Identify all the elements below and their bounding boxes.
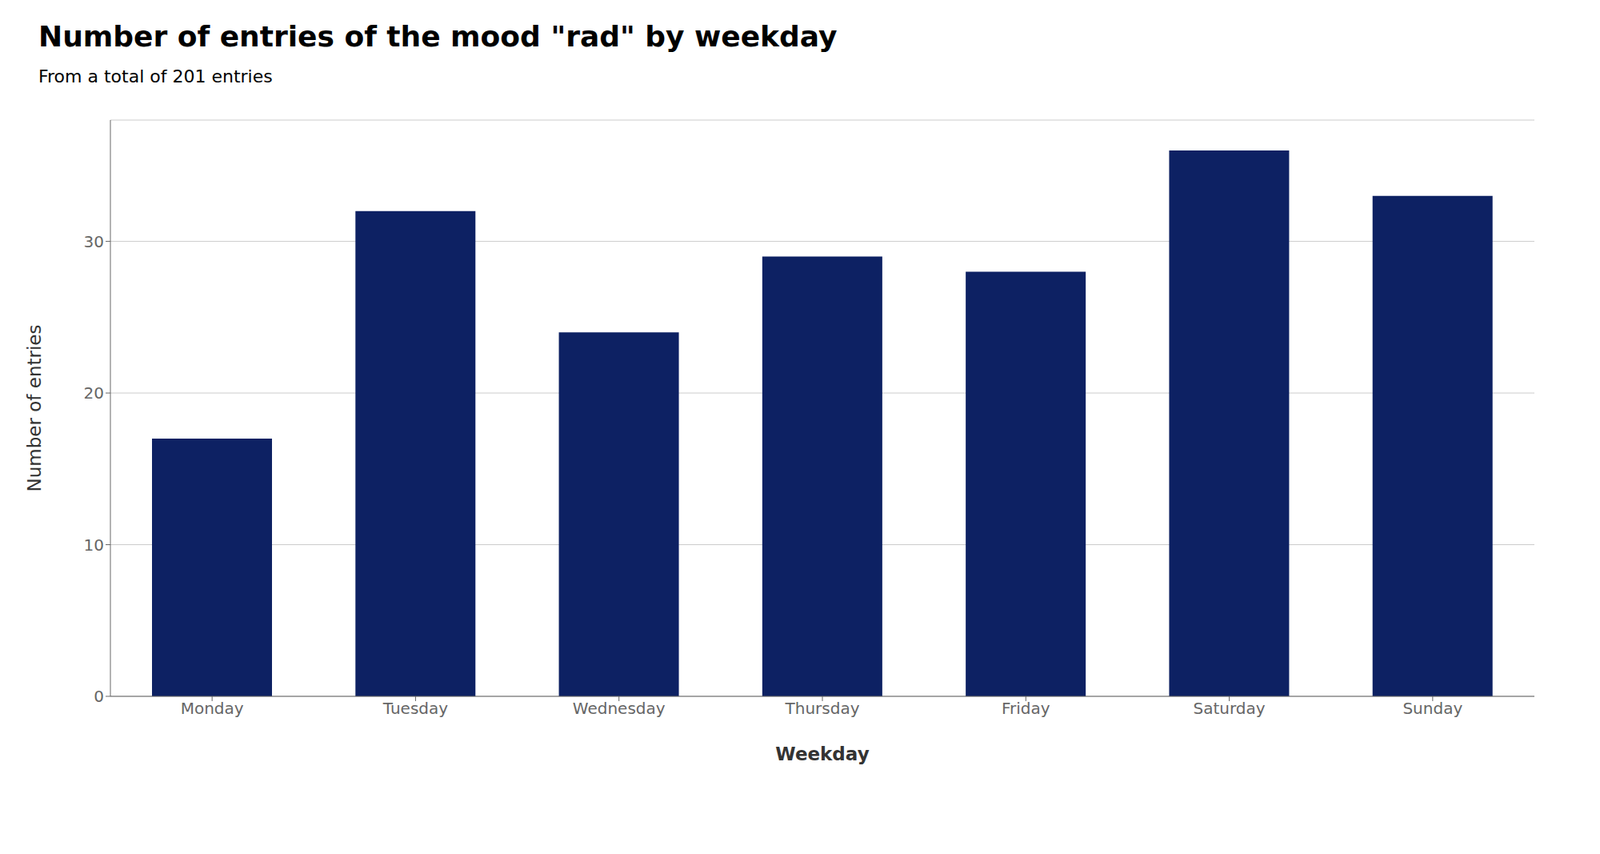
svg-text:Friday: Friday bbox=[1001, 698, 1051, 718]
svg-text:Monday: Monday bbox=[180, 698, 244, 718]
svg-text:10: 10 bbox=[84, 534, 104, 554]
svg-text:Weekday: Weekday bbox=[775, 743, 869, 764]
html-text:Number of entries of the mood: Number of entries of the mood "rad" by w… bbox=[38, 20, 838, 53]
svg-text:Thursday: Thursday bbox=[784, 698, 860, 718]
svg-text:Saturday: Saturday bbox=[1193, 698, 1266, 718]
svg-text:Tuesday: Tuesday bbox=[382, 698, 449, 718]
svg-text:Wednesday: Wednesday bbox=[572, 698, 666, 718]
svg-text:Number of entries: Number of entries bbox=[24, 324, 45, 492]
svg-text:Sunday: Sunday bbox=[1402, 698, 1463, 718]
html-text:From a total of 201 entries: From a total of 201 entries bbox=[38, 66, 273, 87]
svg-text:30: 30 bbox=[84, 231, 104, 251]
svg-text:20: 20 bbox=[84, 383, 104, 403]
svg-text:0: 0 bbox=[93, 686, 104, 706]
